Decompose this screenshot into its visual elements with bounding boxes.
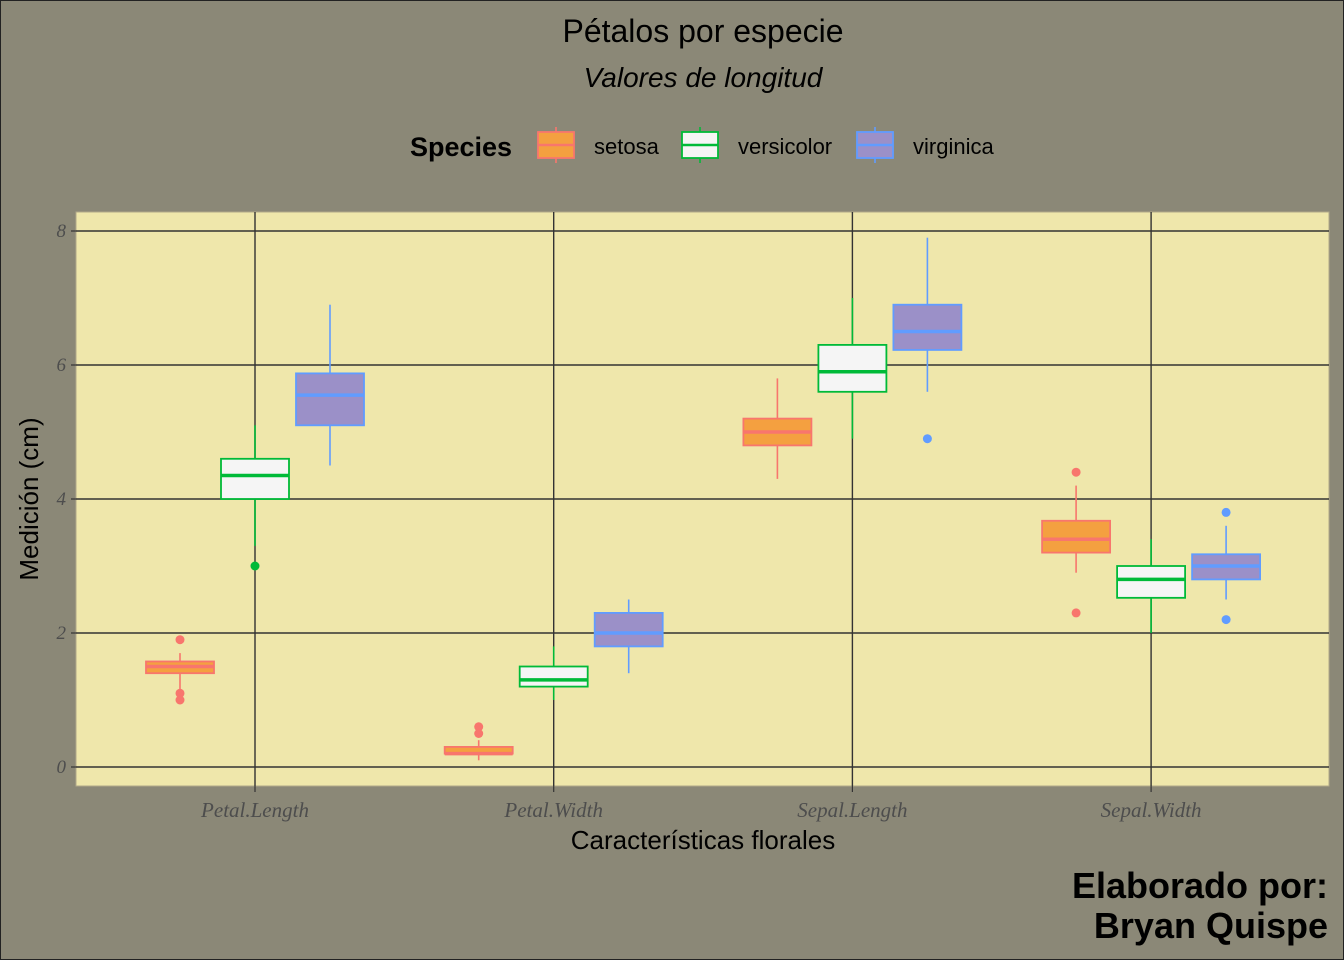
box-iqr	[892, 303, 963, 351]
box-setosa-Sepal.Width	[1041, 467, 1111, 618]
box-versicolor-Sepal.Length	[817, 298, 888, 439]
chart-subtitle: Valores de longitud	[584, 62, 824, 93]
outlier-point	[175, 688, 185, 698]
legend: Species setosa versicolor virginica	[410, 127, 994, 163]
x-tick-label: Sepal.Length	[797, 798, 907, 822]
box-virginica-Petal.Length	[295, 304, 365, 466]
caption-line-1: Elaborado por:	[1072, 865, 1328, 906]
legend-label: versicolor	[738, 134, 832, 159]
box-versicolor-Petal.Width	[518, 646, 589, 700]
legend-label: virginica	[913, 134, 994, 159]
y-axis-title: Medición (cm)	[14, 417, 44, 580]
box-virginica-Sepal.Length	[892, 237, 963, 444]
outlier-point	[474, 729, 484, 738]
x-tick-label: Petal.Width	[503, 798, 603, 822]
outlier-point	[175, 635, 185, 645]
outlier-point	[1221, 507, 1231, 517]
box-iqr	[220, 457, 290, 500]
box-setosa-Sepal.Length	[742, 378, 813, 479]
x-axis-ticks: Petal.Length Petal.Width Sepal.Length Sepal…	[200, 786, 1202, 822]
y-tick-label: 8	[57, 221, 67, 242]
legend-item-virginica: virginica	[856, 127, 994, 163]
legend-keys: setosa versicolor virginica	[537, 127, 994, 163]
box-iqr	[1116, 565, 1186, 599]
boxplot-boxes	[145, 237, 1261, 761]
box-versicolor-Sepal.Width	[1116, 539, 1186, 633]
legend-item-setosa: setosa	[537, 127, 660, 163]
outlier-point	[1221, 615, 1231, 625]
outlier-point	[1071, 608, 1081, 618]
box-iqr	[518, 665, 589, 688]
box-setosa-Petal.Width	[443, 722, 514, 761]
box-iqr	[593, 612, 664, 648]
box-iqr	[1041, 519, 1111, 554]
x-axis-title: Características florales	[571, 825, 835, 855]
caption-line-2: Bryan Quispe	[1094, 905, 1328, 946]
box-virginica-Petal.Width	[593, 599, 664, 674]
x-tick-label: Sepal.Width	[1101, 798, 1202, 822]
box-iqr	[295, 372, 365, 427]
y-tick-label: 2	[57, 623, 67, 644]
box-setosa-Petal.Length	[145, 635, 215, 705]
y-tick-label: 4	[57, 489, 67, 510]
legend-label: setosa	[594, 134, 660, 159]
outlier-point	[1071, 467, 1081, 477]
legend-item-versicolor: versicolor	[681, 127, 832, 163]
outlier-point	[922, 434, 932, 444]
legend-title: Species	[410, 132, 512, 162]
chart-title: Pétalos por especie	[562, 13, 843, 49]
x-tick-label: Petal.Length	[200, 798, 309, 822]
box-versicolor-Petal.Length	[220, 425, 290, 571]
y-axis-ticks: 0 2 4 6 8	[57, 221, 76, 778]
outlier-point	[250, 561, 260, 571]
box-virginica-Sepal.Width	[1191, 507, 1261, 625]
y-tick-label: 0	[57, 757, 67, 778]
outlier-point	[175, 695, 185, 705]
box-iqr	[817, 343, 888, 393]
y-tick-label: 6	[57, 355, 67, 376]
outlier-point	[474, 722, 484, 732]
